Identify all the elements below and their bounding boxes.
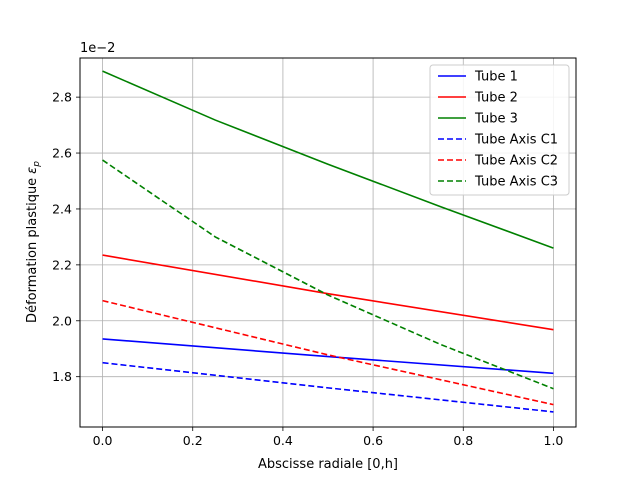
- y-tick-label: 2.4: [52, 201, 72, 216]
- series-line-tube-3: [102, 70, 554, 249]
- y-axis-label-symbol: ε: [25, 167, 40, 174]
- series-line-tube-axis-c1: [102, 361, 554, 413]
- axis-ticks: 0.0 0.2 0.4 0.6 0.8 1.0 1.8 2.0 2.2 2.4 2.6 2.8: [52, 90, 563, 448]
- y-axis-label-text: Déformation plastique: [25, 178, 40, 323]
- x-tick-label: 1.0: [544, 433, 564, 448]
- x-axis-label: Abscisse radiale [0,h]: [258, 457, 398, 472]
- legend-label: Tube Axis C1: [474, 133, 558, 148]
- y-tick-label: 1.8: [52, 369, 72, 384]
- legend-label: Tube 2: [474, 91, 518, 106]
- y-axis-multiplier: 1e−2: [80, 41, 115, 56]
- series-lines: [102, 70, 554, 413]
- x-tick-label: 0.8: [453, 433, 473, 448]
- series-line-tube-2: [102, 254, 554, 331]
- y-tick-label: 2.0: [52, 313, 72, 328]
- legend-label: Tube Axis C3: [474, 175, 558, 190]
- y-tick-label: 2.6: [52, 146, 72, 161]
- legend: Tube 1 Tube 2 Tube 3 Tube Axis C1 Tube Axis …: [429, 64, 570, 196]
- series-line-tube-axis-c3: [102, 159, 554, 390]
- y-tick-label: 2.8: [52, 90, 72, 105]
- y-axis-label-subscript: p: [32, 161, 42, 168]
- y-tick-label: 2.2: [52, 257, 72, 272]
- x-tick-label: 0.0: [93, 433, 113, 448]
- series-line-tube-1: [102, 338, 554, 375]
- x-tick-label: 0.2: [183, 433, 203, 448]
- legend-label: Tube Axis C2: [474, 154, 558, 169]
- y-axis-label: Déformation plastique εp: [25, 161, 42, 323]
- series-line-tube-axis-c2: [102, 299, 554, 406]
- legend-label: Tube 3: [474, 112, 518, 127]
- plot-frame: [79, 57, 577, 428]
- legend-label: Tube 1: [474, 70, 518, 85]
- x-tick-label: 0.6: [363, 433, 383, 448]
- x-tick-label: 0.4: [273, 433, 293, 448]
